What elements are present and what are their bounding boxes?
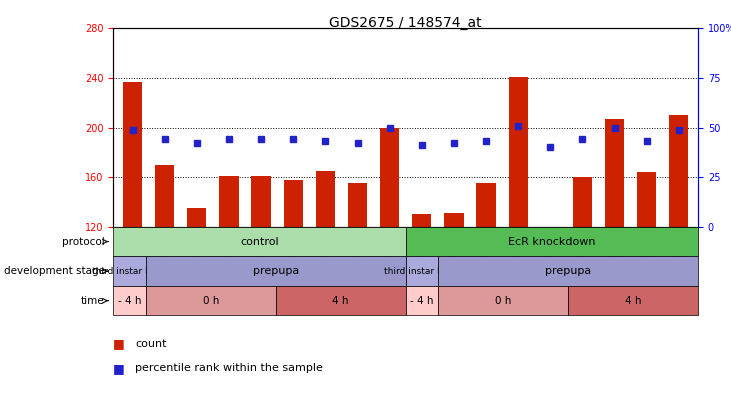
- Bar: [316, 171, 335, 227]
- Text: count: count: [135, 339, 167, 349]
- Text: 0 h: 0 h: [495, 296, 512, 306]
- Text: time: time: [81, 296, 105, 306]
- Bar: [284, 180, 303, 227]
- Text: ■: ■: [113, 337, 125, 350]
- Bar: [573, 177, 592, 227]
- Text: 0 h: 0 h: [202, 296, 219, 306]
- Bar: [637, 172, 656, 227]
- Text: prepupa: prepupa: [253, 266, 299, 276]
- Text: EcR knockdown: EcR knockdown: [508, 237, 596, 247]
- Text: 4 h: 4 h: [625, 296, 641, 306]
- Text: third instar larva: third instar larva: [91, 266, 167, 276]
- Text: ■: ■: [113, 362, 125, 375]
- Text: 4 h: 4 h: [333, 296, 349, 306]
- Text: development stage: development stage: [4, 266, 105, 276]
- Bar: [380, 128, 399, 227]
- Text: percentile rank within the sample: percentile rank within the sample: [135, 363, 323, 373]
- Bar: [605, 119, 624, 227]
- Bar: [251, 176, 270, 227]
- Bar: [444, 213, 463, 227]
- Text: - 4 h: - 4 h: [410, 296, 433, 306]
- Text: prepupa: prepupa: [545, 266, 591, 276]
- Bar: [123, 82, 143, 227]
- Bar: [155, 165, 175, 227]
- Bar: [669, 115, 689, 227]
- Text: - 4 h: - 4 h: [118, 296, 141, 306]
- Bar: [509, 77, 528, 227]
- Text: protocol: protocol: [62, 237, 105, 247]
- Bar: [477, 183, 496, 227]
- Bar: [219, 176, 238, 227]
- Text: GDS2675 / 148574_at: GDS2675 / 148574_at: [330, 16, 482, 30]
- Text: third instar larva: third instar larva: [384, 266, 460, 276]
- Bar: [187, 208, 206, 227]
- Text: control: control: [240, 237, 279, 247]
- Bar: [348, 183, 367, 227]
- Bar: [412, 214, 431, 227]
